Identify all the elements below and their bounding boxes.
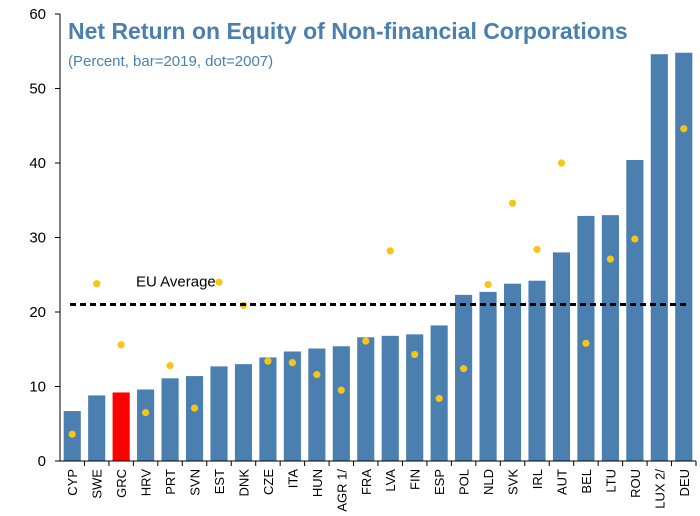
dot-svk: [508, 199, 517, 207]
dot-irl: [533, 245, 541, 254]
bar-svk: [503, 283, 522, 461]
bar-lva: [381, 335, 399, 461]
x-tick-label: POL: [457, 469, 472, 495]
bar-irl: [528, 280, 546, 461]
x-tick-label: PRT: [163, 469, 178, 495]
dots: [68, 125, 688, 438]
eu-average-label: EU Average: [136, 274, 216, 291]
dot-nld: [484, 280, 492, 289]
bar-dnk: [234, 364, 253, 461]
dot-hrv: [142, 408, 150, 417]
x-tick-label: SVK: [506, 469, 521, 495]
x-tick-label: LUX 2/: [652, 469, 667, 509]
x-tick-label: ROU: [628, 469, 643, 498]
bar-bel: [577, 215, 595, 461]
dot-grc: [117, 341, 125, 349]
y-tick-label: 10: [29, 379, 46, 396]
bar-lux-2: [650, 54, 668, 461]
y-tick-label: 50: [29, 81, 46, 98]
x-tick-label: FRA: [359, 469, 374, 495]
x-tick-label: AGR 1/: [334, 469, 349, 512]
chart-title: Net Return on Equity of Non-financial Co…: [68, 18, 628, 44]
bars: [63, 52, 693, 462]
x-tick-label: BEL: [579, 469, 594, 494]
x-tick-label: SVN: [188, 469, 203, 496]
dot-deu: [680, 125, 688, 133]
y-tick-label: 40: [29, 155, 46, 172]
y-tick-labels: 0 10 20 30 40 50 60: [29, 6, 46, 470]
bar-rou: [626, 160, 644, 461]
x-tick-label: EST: [212, 469, 227, 494]
bar-cze: [259, 357, 277, 461]
x-tick-label: LTU: [603, 469, 618, 493]
x-tick-label: ITA: [285, 469, 300, 489]
bar-grc: [112, 392, 130, 461]
y-tick-label: 30: [29, 230, 46, 247]
dot-rou: [631, 235, 639, 243]
dot-ita: [288, 359, 296, 367]
dot-swe: [93, 280, 101, 288]
bar-pol: [455, 294, 473, 461]
dot-est: [215, 278, 223, 286]
y-tick-label: 20: [29, 304, 46, 321]
dot-cze: [264, 357, 272, 365]
dot-hun: [313, 370, 321, 379]
bar-ltu: [601, 215, 619, 461]
x-tick-label: DEU: [677, 469, 692, 496]
bar-est: [210, 366, 228, 461]
bar-hrv: [137, 389, 155, 461]
bar-ita: [283, 351, 301, 461]
x-tick-label: AUT: [554, 469, 569, 495]
dot-pol: [460, 365, 468, 373]
x-tick-label: SWE: [90, 469, 105, 499]
x-tick-label: NLD: [481, 469, 496, 495]
x-tick-label: CYP: [65, 469, 80, 496]
bar-fra: [357, 337, 375, 461]
bar-prt: [161, 378, 179, 461]
x-tick-label: HUN: [310, 469, 325, 497]
x-tick-label: HRV: [139, 469, 154, 497]
dot-prt: [166, 362, 174, 370]
y-tick-label: 0: [38, 453, 46, 470]
dot-esp: [435, 394, 443, 403]
x-tick-label: ESP: [432, 469, 447, 495]
bar-fin: [406, 334, 424, 461]
dot-fin: [411, 350, 419, 359]
dot-ltu: [606, 255, 614, 263]
bar-nld: [479, 291, 497, 461]
dot-aut: [557, 159, 566, 167]
dot-svn: [190, 404, 199, 412]
x-tick-label: IRL: [530, 469, 545, 489]
bar-aut: [552, 252, 571, 461]
bar-agr-1: [332, 346, 350, 461]
x-tick-label: DNK: [236, 469, 251, 497]
dot-agr-1: [337, 386, 345, 394]
x-tick-label: FIN: [408, 469, 423, 490]
x-tick-label: LVA: [383, 469, 398, 492]
bar-hun: [308, 348, 326, 461]
bar-esp: [430, 325, 448, 461]
chart-subtitle: (Percent, bar=2019, dot=2007): [68, 53, 273, 70]
dot-lva: [386, 247, 394, 255]
bar-deu: [675, 52, 693, 462]
y-tick-label: 60: [29, 6, 46, 23]
x-tick-label: GRC: [114, 469, 129, 498]
bar-svn: [185, 376, 204, 461]
x-tick-label: CZE: [261, 469, 276, 495]
x-tick-labels: CYP SWE GRC HRV PRT SVN EST DNK CZE ITA HUN AGR 1/F…: [65, 469, 692, 512]
axes: [55, 13, 697, 466]
dot-fra: [362, 337, 370, 345]
dot-bel: [582, 339, 590, 347]
dot-cyp: [68, 430, 76, 438]
bar-swe: [88, 395, 106, 461]
